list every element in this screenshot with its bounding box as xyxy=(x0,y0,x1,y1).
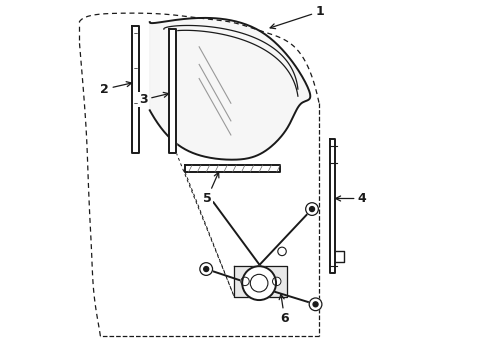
Text: 2: 2 xyxy=(100,82,132,96)
Text: 3: 3 xyxy=(139,93,169,106)
Polygon shape xyxy=(185,165,280,172)
Polygon shape xyxy=(169,29,176,153)
Polygon shape xyxy=(335,251,344,262)
Circle shape xyxy=(278,247,286,256)
Circle shape xyxy=(250,274,268,292)
Text: 4: 4 xyxy=(336,192,367,205)
Text: 1: 1 xyxy=(270,5,324,29)
Circle shape xyxy=(309,298,322,311)
Circle shape xyxy=(241,277,249,285)
Circle shape xyxy=(310,207,315,212)
Circle shape xyxy=(242,266,276,300)
Circle shape xyxy=(200,263,213,275)
Polygon shape xyxy=(132,26,139,153)
Polygon shape xyxy=(234,266,287,297)
Circle shape xyxy=(272,277,281,285)
Circle shape xyxy=(204,266,209,271)
Text: 6: 6 xyxy=(279,294,289,325)
Circle shape xyxy=(313,302,318,307)
Polygon shape xyxy=(330,139,335,273)
Text: 5: 5 xyxy=(203,172,219,205)
Circle shape xyxy=(306,203,318,215)
Polygon shape xyxy=(150,18,310,160)
